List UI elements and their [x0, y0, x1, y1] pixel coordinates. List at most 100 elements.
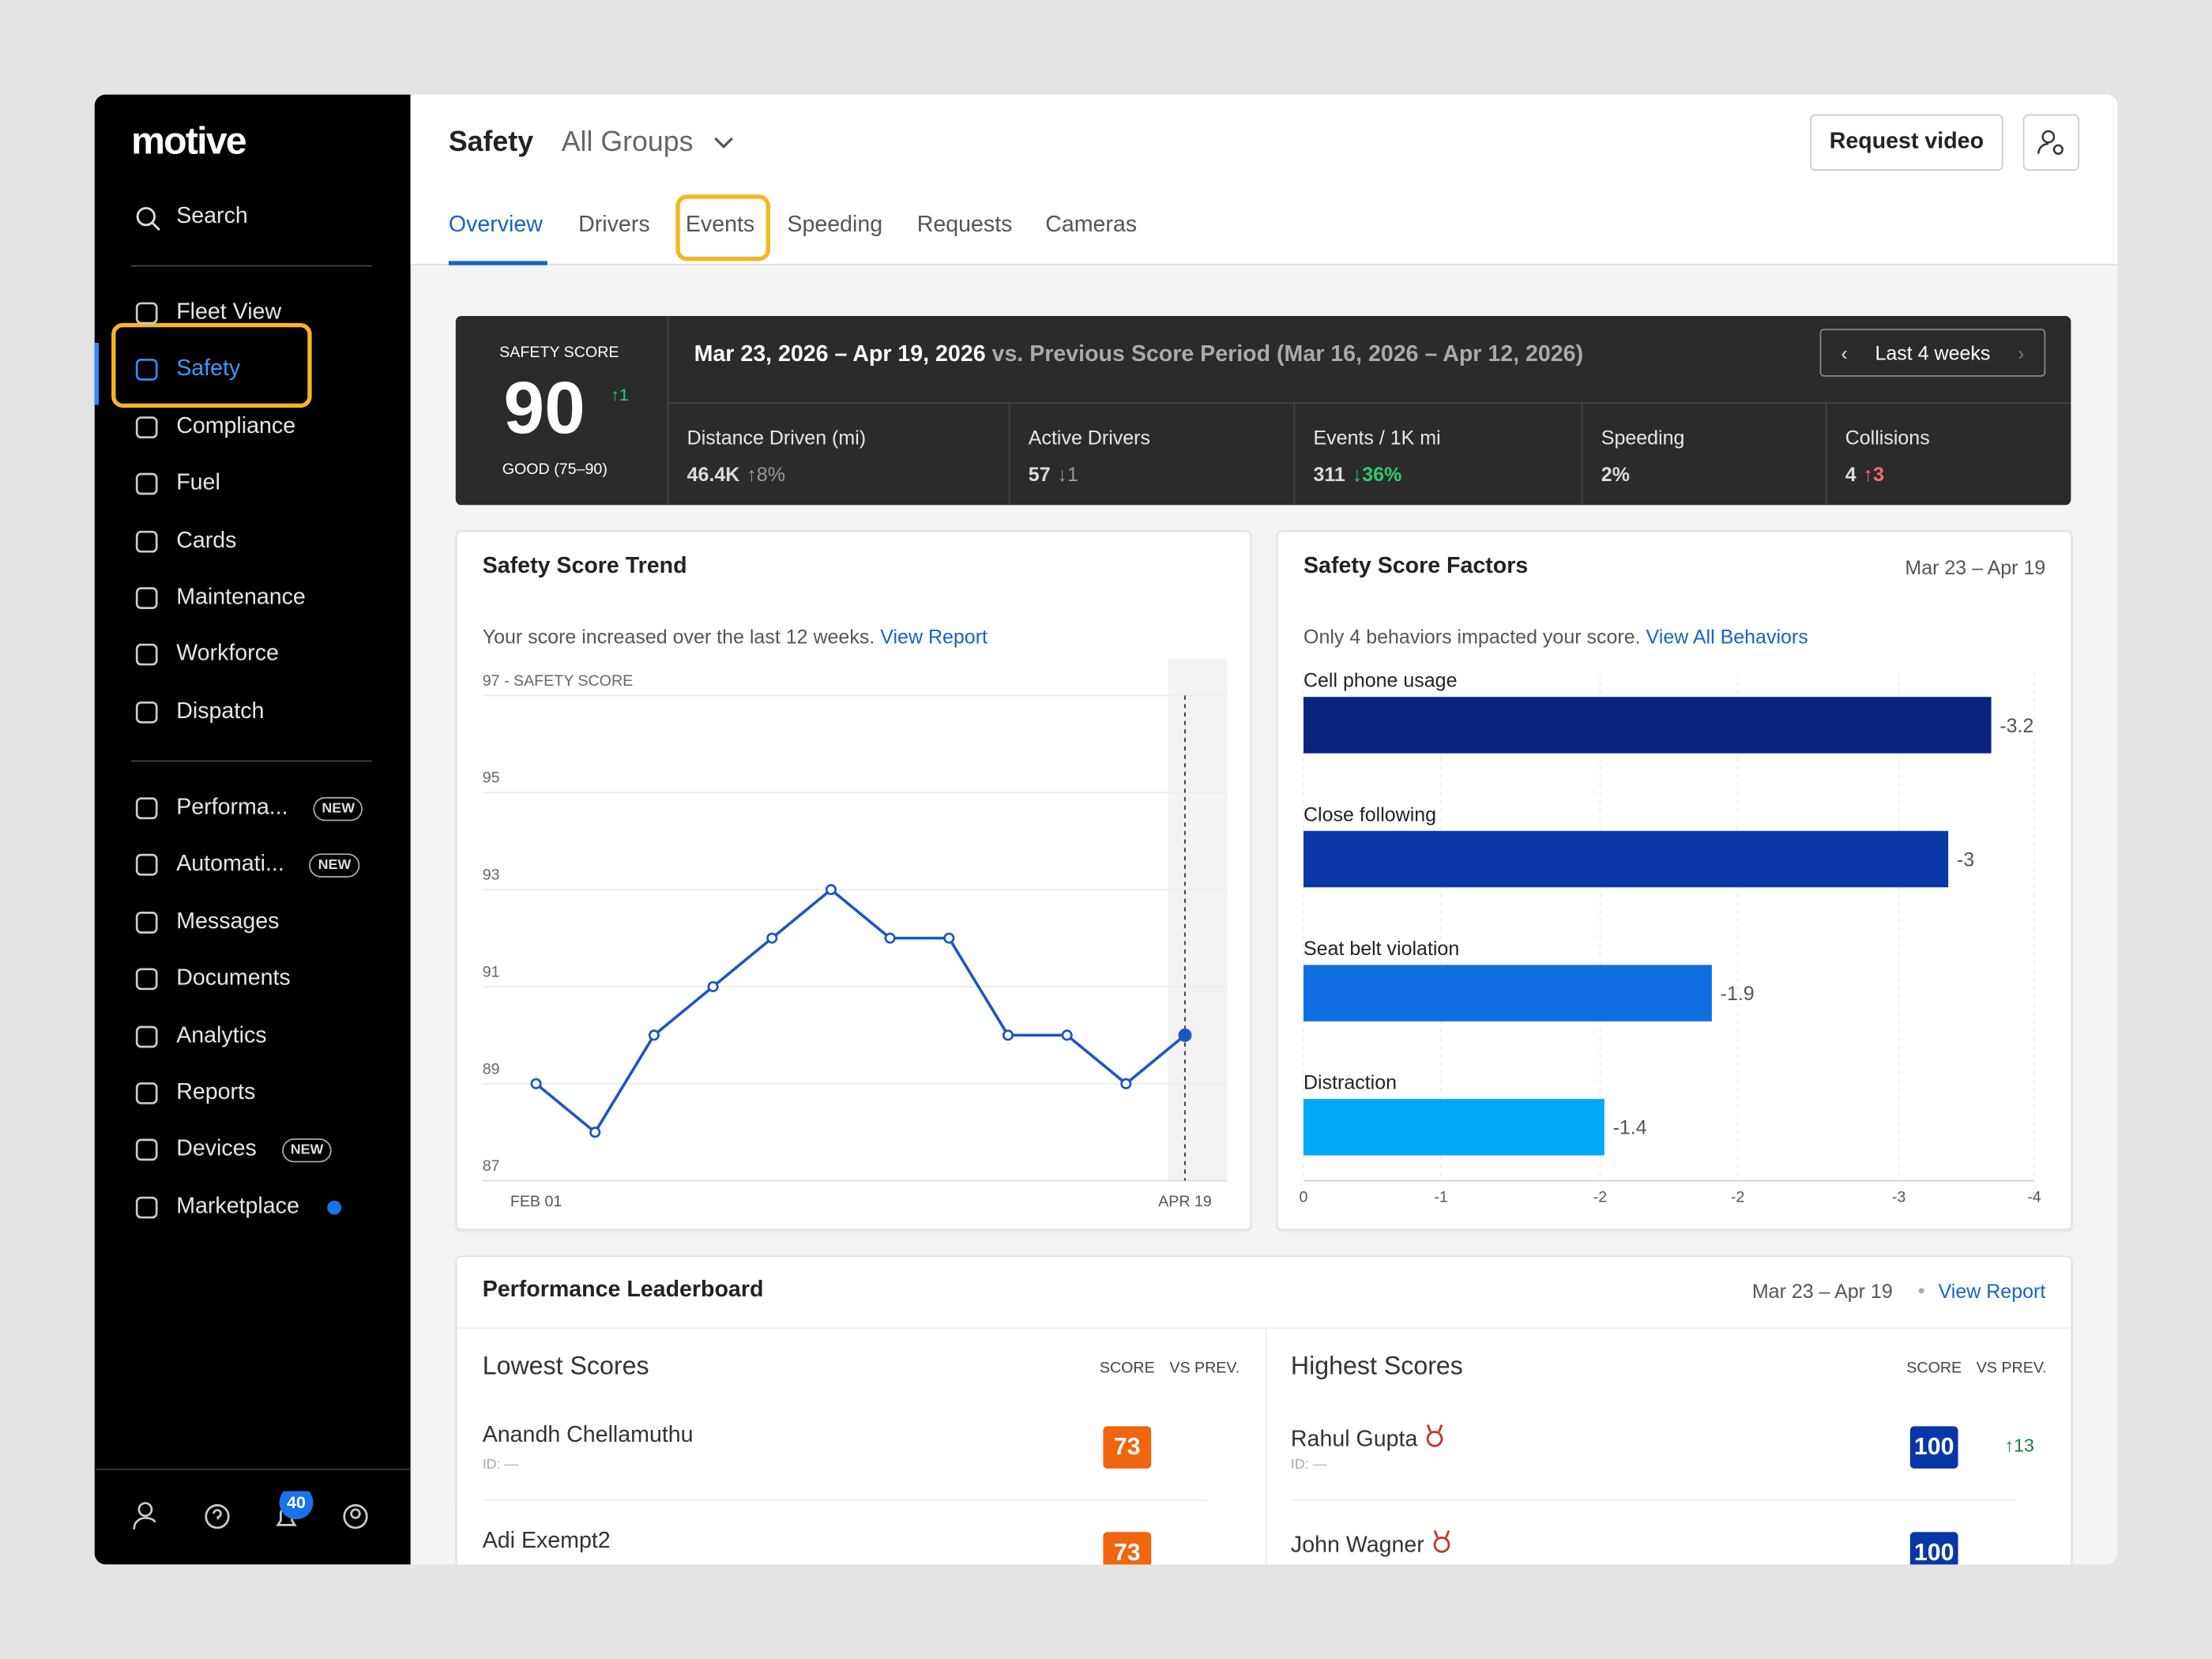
- nav-item[interactable]: Reports: [95, 1065, 411, 1121]
- driver-name[interactable]: Adi Exempt2: [483, 1529, 611, 1555]
- card-description: Only 4 behaviors impacted your score. Vi…: [1304, 625, 1808, 648]
- nav-label[interactable]: Dispatch: [176, 699, 265, 724]
- icon-shape: [135, 302, 158, 325]
- link[interactable]: View All Behaviors: [1646, 625, 1808, 648]
- divider: [667, 315, 669, 506]
- nav-label[interactable]: Safety: [176, 356, 241, 382]
- period: Mar 23, 2026 – Apr 19, 2026 vs. Previous…: [694, 343, 1584, 368]
- link[interactable]: View Report: [1938, 1279, 2046, 1303]
- nav-item[interactable]: Performa... NEW: [95, 780, 411, 836]
- bar-category: Cell phone usage: [1304, 670, 1457, 692]
- factors-card: Safety Score Factors Mar 23 – Apr 19 Onl…: [1277, 530, 2073, 1231]
- tab[interactable]: Speeding: [787, 213, 883, 237]
- name-text[interactable]: Anandh Chellamuthu: [482, 1423, 694, 1448]
- score-change: ↑1: [611, 385, 629, 405]
- driver-id: ID: —: [1290, 1457, 1327, 1473]
- x-tick-label: -2: [1593, 1188, 1607, 1206]
- nav-icon: [135, 1138, 158, 1161]
- nav-item[interactable]: Safety: [95, 341, 411, 397]
- tab[interactable]: Drivers: [578, 213, 650, 237]
- icon-shape: [135, 912, 158, 934]
- nav-item[interactable]: Fleet View: [95, 285, 411, 341]
- nav-item[interactable]: Devices NEW: [95, 1122, 411, 1178]
- score-label: SAFETY SCORE: [499, 344, 619, 362]
- tab[interactable]: Events: [685, 213, 755, 237]
- tab[interactable]: Cameras: [1045, 213, 1138, 237]
- comparison: vs. Previous Score Period (Mar 16, 2026 …: [991, 342, 1584, 367]
- divider: [1581, 401, 1583, 506]
- nav-item[interactable]: Messages: [95, 894, 411, 950]
- nav-icon: [135, 853, 158, 876]
- metric-label: Collisions: [1845, 426, 1930, 449]
- icon-shape: [135, 530, 158, 553]
- x-tick-label: -3: [1892, 1188, 1906, 1206]
- status-dot: [327, 1200, 342, 1215]
- nav-label[interactable]: Workforce: [176, 641, 279, 666]
- name-text[interactable]: John Wagner: [1290, 1533, 1424, 1558]
- x-tick-label: APR 19: [1158, 1193, 1212, 1210]
- nav-label[interactable]: Devices: [176, 1137, 257, 1161]
- notification-count[interactable]: 40: [287, 1493, 306, 1512]
- metric-label: Active Drivers: [1028, 426, 1150, 449]
- highlight-box: [675, 194, 770, 261]
- logo[interactable]: motive: [131, 119, 246, 163]
- icon-shape: [135, 701, 158, 724]
- metric-value: 2%: [1601, 463, 1630, 486]
- range-button[interactable]: ‹ Last 4 weeks ›: [1819, 329, 2046, 377]
- request-video-button[interactable]: Request video: [1810, 114, 2003, 171]
- name-text[interactable]: Adi Exempt2: [482, 1529, 611, 1554]
- group-select[interactable]: All Groups: [561, 126, 694, 158]
- nav-label[interactable]: Performa...: [176, 796, 288, 820]
- nav-label[interactable]: Maintenance: [176, 585, 306, 610]
- score-badge: 73: [1103, 1532, 1152, 1565]
- x-tick-label: -4: [2027, 1188, 2041, 1206]
- divider: [131, 265, 373, 267]
- bar-category: Seat belt violation: [1304, 938, 1459, 960]
- data-point: [884, 932, 896, 944]
- link[interactable]: View Report: [880, 625, 988, 648]
- icon-shape: [135, 643, 158, 666]
- name-text[interactable]: Rahul Gupta: [1290, 1428, 1418, 1452]
- nav-item[interactable]: Dispatch: [95, 684, 411, 740]
- nav-label[interactable]: Fuel: [176, 471, 220, 495]
- award-icon: [1426, 1424, 1443, 1447]
- driver-name[interactable]: Anandh Chellamuthu: [483, 1424, 694, 1449]
- metric-label: Events / 1K mi: [1313, 426, 1441, 449]
- nav-item[interactable]: Workforce: [95, 626, 411, 683]
- nav-label[interactable]: Analytics: [176, 1024, 267, 1048]
- nav-label[interactable]: Automati...: [176, 852, 284, 876]
- nav-label[interactable]: Fleet View: [176, 300, 282, 325]
- search[interactable]: Search: [176, 204, 248, 229]
- nav-item[interactable]: Marketplace: [95, 1179, 411, 1236]
- data-point: [707, 980, 719, 992]
- tab[interactable]: Requests: [916, 213, 1013, 237]
- metric-value: 4 ↑3: [1845, 463, 1884, 486]
- data-point: [943, 932, 955, 944]
- nav-item[interactable]: Maintenance: [95, 570, 411, 626]
- nav-item[interactable]: Compliance: [95, 399, 411, 455]
- divider: [1008, 401, 1010, 506]
- nav-label[interactable]: Cards: [176, 529, 237, 553]
- metric-value: 311 ↓36%: [1313, 463, 1401, 486]
- nav-label[interactable]: Messages: [176, 909, 280, 935]
- driver-name[interactable]: Rahul Gupta: [1291, 1424, 1446, 1454]
- icon-shape: [135, 587, 158, 609]
- tab[interactable]: Overview: [448, 213, 543, 237]
- nav-item[interactable]: Analytics: [95, 1009, 411, 1065]
- nav-label[interactable]: Compliance: [176, 414, 296, 439]
- nav-label[interactable]: Marketplace: [176, 1194, 299, 1219]
- data-point: [648, 1029, 660, 1041]
- bar-value: -1.9: [1721, 983, 1755, 1005]
- driver-name[interactable]: John Wagner: [1291, 1529, 1453, 1559]
- nav-label[interactable]: Documents: [176, 966, 291, 991]
- user-settings-button[interactable]: [2022, 114, 2080, 171]
- range-label[interactable]: Last 4 weeks: [1875, 341, 1991, 364]
- nav-label[interactable]: Reports: [176, 1080, 256, 1105]
- nav-item[interactable]: Documents: [95, 951, 411, 1007]
- y-tick-label: 91: [483, 963, 500, 980]
- nav-item[interactable]: Fuel: [95, 456, 411, 512]
- nav-item[interactable]: Cards: [95, 514, 411, 570]
- card-date: Mar 23 – Apr 19: [1751, 1279, 1893, 1303]
- nav-item[interactable]: Automati... NEW: [95, 837, 411, 893]
- icon-shape: [135, 1082, 158, 1104]
